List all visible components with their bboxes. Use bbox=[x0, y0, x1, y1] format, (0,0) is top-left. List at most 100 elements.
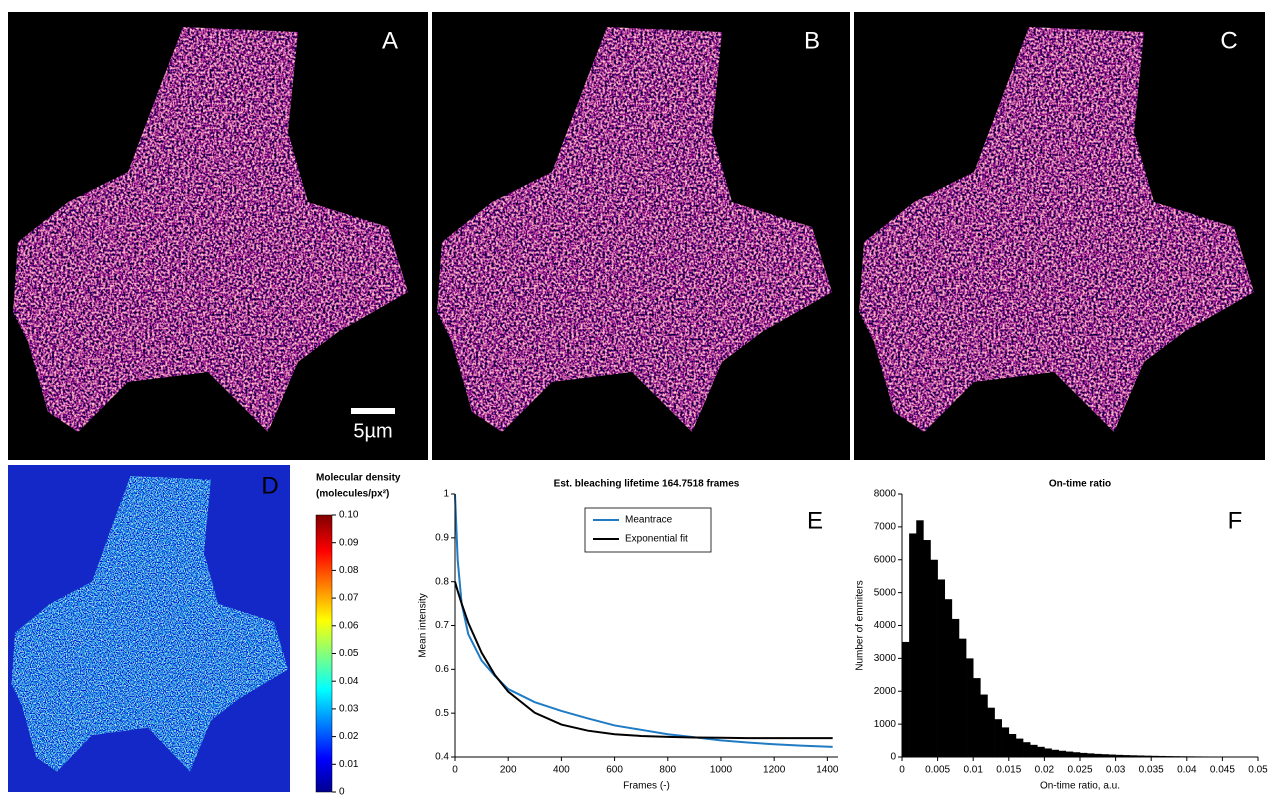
tick-label: 0.01 bbox=[339, 759, 359, 770]
y-tick-label: 4000 bbox=[874, 620, 897, 631]
panel-d: D bbox=[8, 465, 290, 792]
x-tick-label: 0.04 bbox=[1177, 765, 1197, 776]
histogram-bar bbox=[1101, 754, 1109, 757]
histogram-bar bbox=[1151, 755, 1159, 757]
tick-label: 0.07 bbox=[339, 593, 359, 604]
y-tick-label: 5000 bbox=[874, 587, 897, 598]
histogram-bar bbox=[973, 678, 981, 757]
histogram-bar bbox=[1129, 755, 1138, 757]
histogram-bar bbox=[1023, 742, 1031, 757]
line-series bbox=[454, 493, 833, 748]
tick-label: 0.03 bbox=[339, 704, 359, 715]
histogram-bar bbox=[966, 658, 974, 757]
y-tick-label: 2000 bbox=[874, 686, 897, 697]
panel-a: 5µm A bbox=[8, 12, 428, 460]
y-tick-label: 0.6 bbox=[435, 664, 449, 675]
histogram-bar bbox=[1144, 755, 1152, 757]
histogram-bar bbox=[994, 719, 1002, 757]
histogram-bar bbox=[1072, 752, 1081, 757]
legend-label: Meantrace bbox=[625, 515, 673, 526]
scale-label: 5µm bbox=[353, 420, 392, 442]
histogram-bar bbox=[1015, 738, 1024, 757]
x-tick-label: 1200 bbox=[763, 765, 786, 776]
panel-label: C bbox=[1220, 27, 1237, 54]
histogram-bar bbox=[1158, 755, 1166, 757]
x-tick-label: 0 bbox=[452, 765, 458, 776]
histogram-bar bbox=[1136, 755, 1145, 757]
scale-bar bbox=[351, 408, 395, 414]
legend-box bbox=[584, 507, 712, 553]
legend-label: Exponential fit bbox=[625, 534, 688, 545]
histogram-bar bbox=[1008, 733, 1017, 757]
panel-b: B bbox=[432, 12, 850, 460]
axes bbox=[901, 494, 1258, 758]
y-tick-label: 0.7 bbox=[435, 620, 449, 631]
y-tick-label: 1 bbox=[443, 489, 449, 500]
y-tick-label: 0.8 bbox=[435, 576, 449, 587]
histogram-bar bbox=[1108, 754, 1116, 757]
line-series bbox=[454, 581, 833, 740]
y-tick-label: 7000 bbox=[874, 522, 897, 533]
histogram-bar bbox=[1058, 750, 1067, 757]
histogram-bar bbox=[951, 618, 960, 757]
x-tick-label: 0.03 bbox=[1106, 765, 1126, 776]
x-tick-label: 1000 bbox=[710, 765, 733, 776]
tick-label: 0.08 bbox=[339, 565, 359, 576]
x-tick-label: 0.01 bbox=[963, 765, 983, 776]
chart-title: On-time ratio bbox=[1049, 479, 1111, 490]
y-tick-label: 3000 bbox=[874, 653, 897, 664]
histogram-bar bbox=[1065, 751, 1074, 757]
histogram-bar bbox=[1087, 753, 1095, 757]
x-axis-label: Frames (-) bbox=[623, 781, 670, 792]
colorbar-scale bbox=[315, 514, 333, 793]
histogram-bar bbox=[1030, 744, 1038, 757]
tick-label: 0.02 bbox=[339, 731, 359, 742]
x-tick-label: 200 bbox=[500, 765, 517, 776]
tick-label: 0 bbox=[339, 787, 345, 796]
chart-title: Est. bleaching lifetime 164.7518 frames bbox=[554, 479, 740, 490]
y-tick-label: 0.5 bbox=[435, 708, 449, 719]
histogram-bar bbox=[1122, 755, 1131, 757]
y-tick-label: 6000 bbox=[874, 554, 897, 565]
tick-label: 0.06 bbox=[339, 620, 359, 631]
x-tick-label: 0.005 bbox=[925, 765, 950, 776]
y-axis-label: Mean intensity bbox=[418, 593, 429, 657]
axes bbox=[454, 494, 838, 758]
x-tick-label: 0.045 bbox=[1210, 765, 1235, 776]
histogram-bar bbox=[1080, 752, 1088, 757]
x-tick-label: 0.035 bbox=[1139, 765, 1164, 776]
y-tick-label: 0.4 bbox=[435, 752, 449, 763]
x-tick-label: 0.02 bbox=[1035, 765, 1055, 776]
histogram-bar bbox=[916, 520, 924, 757]
panel-label: A bbox=[382, 27, 398, 54]
colorbar-title: (molecules/px²) bbox=[316, 489, 389, 500]
histogram-bar bbox=[1044, 748, 1052, 757]
x-tick-label: 1400 bbox=[816, 765, 839, 776]
x-tick-label: 400 bbox=[553, 765, 570, 776]
histogram-bar bbox=[930, 559, 938, 757]
x-tick-label: 0.015 bbox=[996, 765, 1021, 776]
colorbar-title: Molecular density bbox=[316, 473, 401, 484]
x-tick-label: 0.025 bbox=[1067, 765, 1092, 776]
panel-label: E bbox=[807, 507, 823, 534]
histogram-bar bbox=[923, 540, 931, 757]
tick-label: 0.09 bbox=[339, 537, 359, 548]
y-tick-label: 8000 bbox=[874, 489, 897, 500]
histogram-bar bbox=[987, 707, 995, 757]
x-tick-label: 0 bbox=[899, 765, 905, 776]
x-axis-label: On-time ratio, a.u. bbox=[1040, 781, 1120, 792]
tick-label: 0.05 bbox=[339, 648, 359, 659]
x-tick-label: 600 bbox=[606, 765, 623, 776]
histogram-bar bbox=[1037, 746, 1045, 757]
x-tick-label: 0.05 bbox=[1248, 765, 1268, 776]
histogram-bar bbox=[937, 579, 946, 757]
x-tick-label: 800 bbox=[659, 765, 676, 776]
histogram-bar bbox=[1115, 754, 1124, 757]
panel-label: B bbox=[804, 27, 820, 54]
histogram-bar bbox=[902, 641, 910, 757]
tick-label: 0.04 bbox=[339, 676, 359, 687]
tick-label: 0.10 bbox=[339, 510, 359, 521]
histogram-bar bbox=[1094, 753, 1102, 757]
panel-c: C bbox=[854, 12, 1265, 460]
